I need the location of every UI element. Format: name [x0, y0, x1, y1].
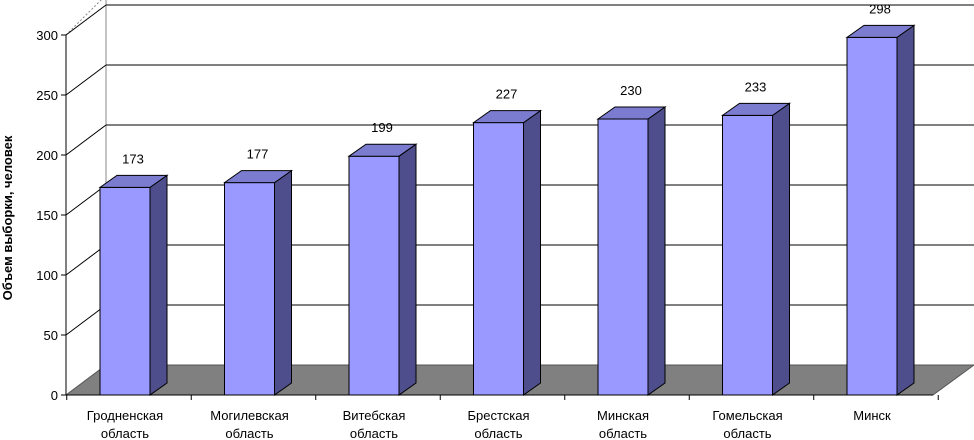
bar-top [845, 24, 916, 38]
bar-top [471, 110, 543, 124]
x-category-labels: Гродненская область Могилевская область Вите… [87, 408, 891, 440]
y-tick-label: 200 [36, 148, 58, 163]
bar [347, 143, 418, 396]
bar [845, 24, 916, 396]
bar-side [523, 109, 541, 396]
data-label: 230 [620, 83, 642, 98]
bar-top [720, 102, 792, 116]
x-category-label: Могилевская [210, 408, 289, 423]
bar [471, 109, 543, 396]
x-category-label: область [474, 426, 522, 440]
gridline-diagonal-250 [65, 64, 107, 96]
gridline-diagonal-100 [65, 244, 107, 276]
data-label: 233 [745, 79, 767, 94]
bar-top [347, 143, 418, 157]
bar-front [224, 182, 275, 396]
y-tick-label: 300 [36, 28, 58, 43]
bar [596, 106, 667, 396]
bar-top [222, 170, 294, 184]
data-label: 298 [869, 1, 891, 16]
axes [61, 34, 939, 400]
bar-side [398, 143, 417, 396]
y-axis-label: Объем выборки, человек [0, 135, 15, 300]
gridline-diagonal-50 [65, 304, 107, 336]
x-category-label: область [225, 426, 273, 440]
gridline-diagonal-150 [65, 184, 107, 216]
x-category-label: Витебская [343, 408, 406, 423]
y-tick-label: 0 [51, 388, 58, 403]
x-category-label: Гродненская [87, 408, 163, 423]
gridline-diagonal-300 [65, 4, 107, 36]
x-category-label: Минская [597, 408, 649, 423]
bar-top [98, 174, 169, 188]
x-category-label: Брестская [467, 408, 529, 423]
y-tick-label: 100 [36, 268, 58, 283]
bar [222, 169, 294, 396]
x-category-label: область [599, 426, 647, 440]
bar-front [473, 122, 524, 396]
x-category-label: область [101, 426, 149, 440]
data-labels: 173 177 199 227 230 233 298 [122, 1, 891, 166]
bar-front [99, 186, 151, 396]
data-label: 173 [122, 151, 144, 166]
bar [98, 174, 169, 396]
bar-front [348, 155, 400, 396]
y-tick-label: 50 [44, 328, 58, 343]
bar-side [274, 169, 292, 396]
bar-top [596, 106, 667, 120]
y-tick-label: 250 [36, 88, 58, 103]
y-tick-labels: 0 50 100 150 200 250 300 [36, 28, 58, 403]
wall-top-edge [65, 0, 102, 36]
data-label: 199 [371, 120, 393, 135]
x-category-label: Минск [853, 408, 891, 423]
bar-side [647, 106, 666, 396]
y-tick-label: 150 [36, 208, 58, 223]
x-category-label: область [723, 426, 771, 440]
bar-front [722, 114, 773, 396]
data-label: 227 [496, 87, 518, 102]
bars [98, 24, 916, 396]
gridline-diagonal-200 [65, 124, 107, 156]
x-category-label: область [350, 426, 398, 440]
data-label: 177 [247, 147, 269, 162]
bar-front [597, 118, 649, 396]
bar-front [846, 36, 898, 396]
bar-side [149, 174, 168, 396]
bar-side [772, 102, 790, 396]
bar-side [896, 24, 915, 396]
x-category-label: Гомельская [712, 408, 782, 423]
bar [720, 102, 792, 396]
